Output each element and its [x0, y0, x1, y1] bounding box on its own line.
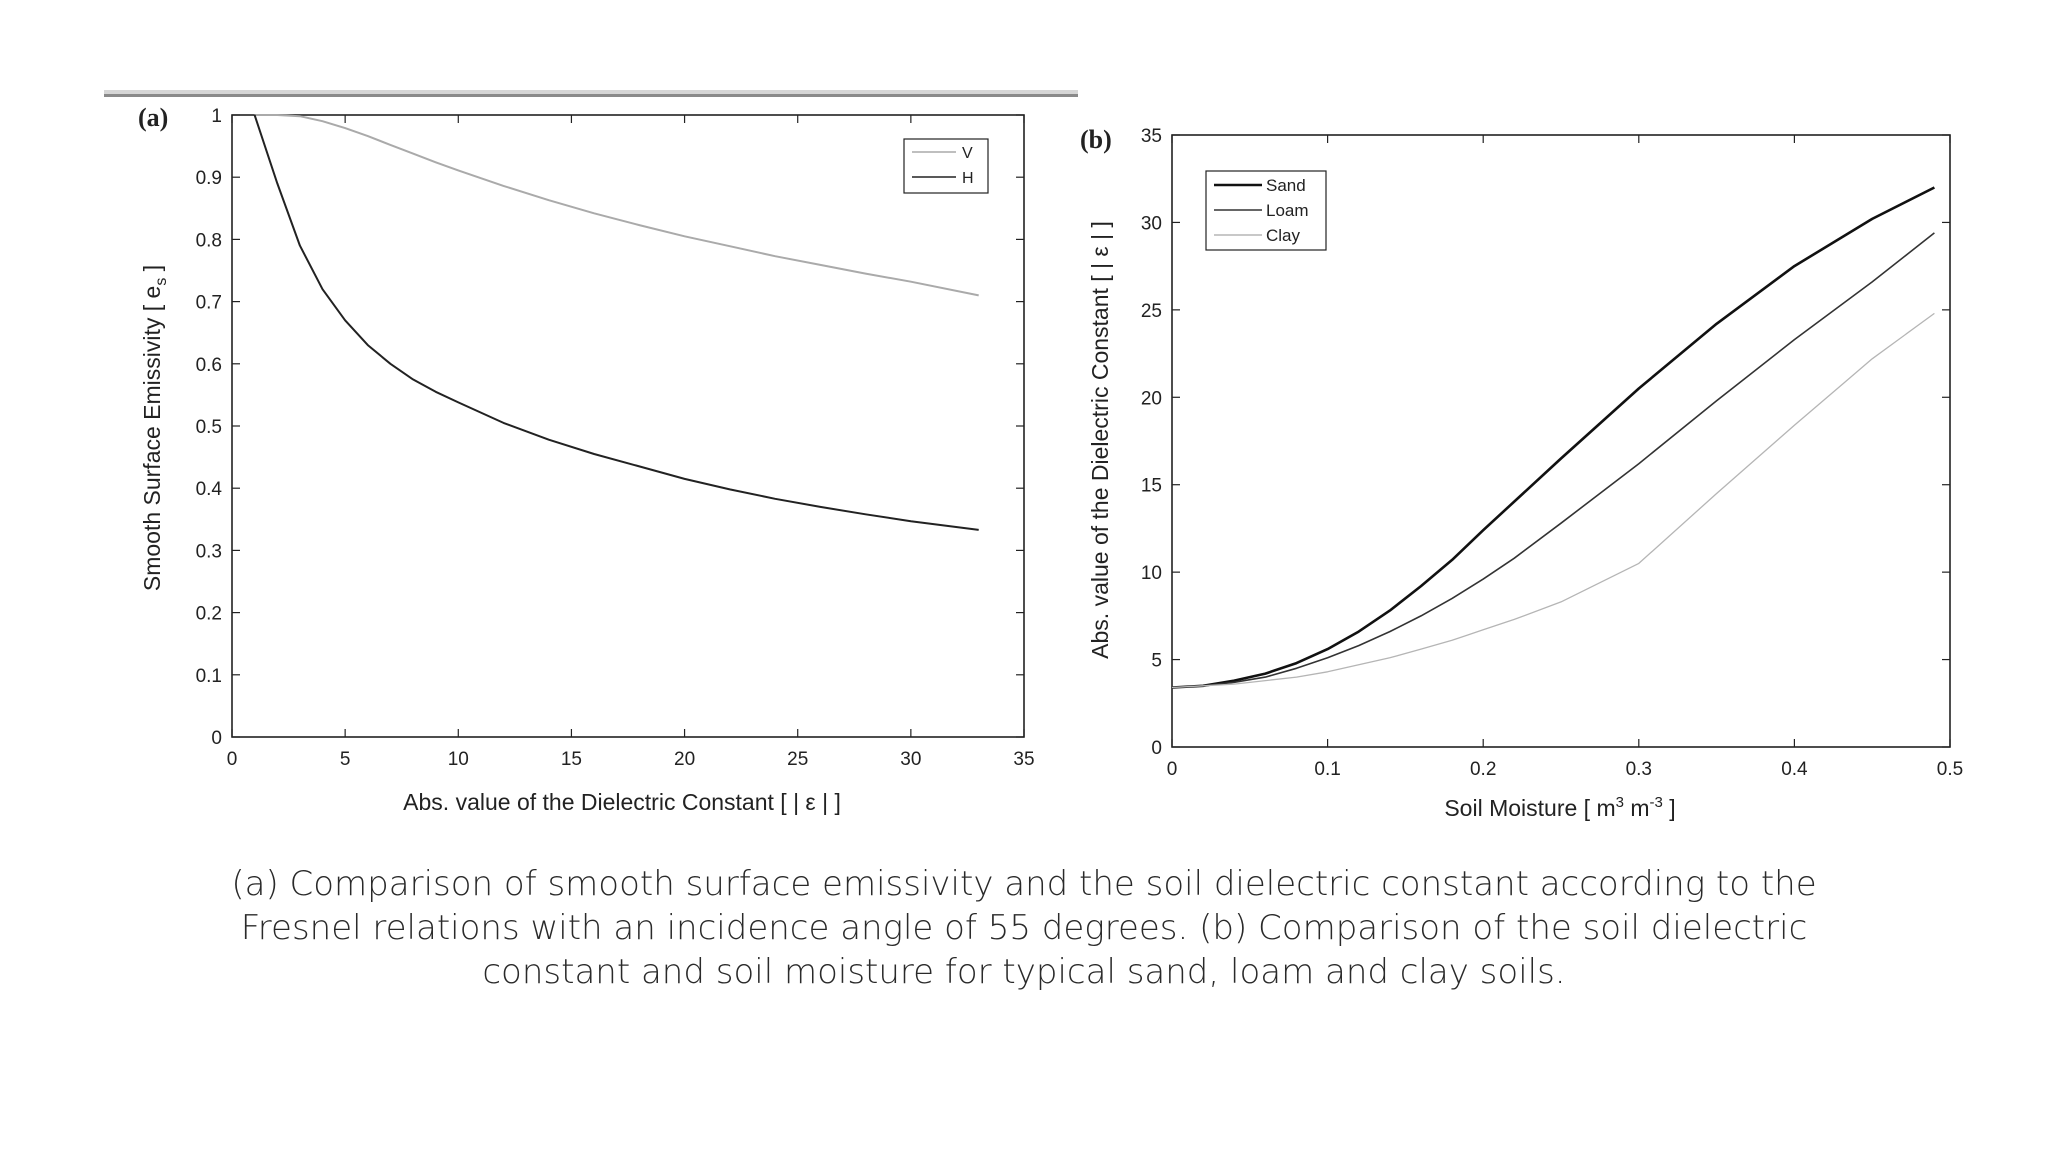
- chart-a-y-ticks: 0 0.1 0.2 0.3 0.4 0.5 0.6 0.7 0.8 0.9 1: [196, 106, 1024, 749]
- chart-a-y-tick-label: 0.3: [196, 541, 222, 562]
- chart-a-legend-label-h: H: [962, 170, 974, 187]
- chart-b-x-axis-label-c: ]: [1663, 795, 1676, 821]
- chart-b-y-tick-label: 30: [1141, 213, 1162, 234]
- chart-b-plot-area: [1171, 134, 1951, 748]
- chart-a-x-tick-label: 20: [674, 749, 695, 770]
- chart-b-y-tick-label: 5: [1151, 651, 1162, 672]
- chart-b-x-tick-label: 0.1: [1314, 759, 1340, 780]
- chart-b-x-tick-label: 0.5: [1937, 759, 1963, 780]
- chart-a-y-axis-label-main: Smooth Surface Emissivity [ e: [139, 286, 165, 592]
- chart-a-legend: V H: [903, 138, 989, 194]
- chart-b-series-loam: [1171, 232, 1935, 689]
- chart-a-y-tick-label: 0.5: [196, 417, 222, 438]
- chart-b-x-axis-label-sup1: 3: [1616, 794, 1624, 811]
- chart-a-y-tick-label: 0.1: [196, 666, 222, 687]
- header-rule: [104, 90, 1078, 94]
- chart-b-y-axis-label: Abs. value of the Dielectric Constant [ …: [1087, 221, 1113, 659]
- chart-a-y-axis-label: Smooth Surface Emissivity [ es ]: [139, 265, 170, 591]
- chart-a-y-tick-label: 0.7: [196, 293, 222, 314]
- chart-a-x-tick-label: 10: [448, 749, 469, 770]
- chart-b-x-tick-label: 0.3: [1626, 759, 1652, 780]
- chart-b-x-ticks: 0 0.1 0.2 0.3 0.4 0.5: [1167, 135, 1963, 780]
- chart-b-y-tick-label: 35: [1141, 126, 1162, 147]
- chart-b-x-tick-label: 0.4: [1781, 759, 1808, 780]
- chart-b-series-sand: [1171, 186, 1935, 689]
- chart-b-x-axis-label-sup2: -3: [1650, 794, 1663, 811]
- chart-b-legend-label-loam: Loam: [1266, 201, 1309, 220]
- chart-b-legend-label-sand: Sand: [1266, 176, 1306, 195]
- chart-b-series: [1171, 186, 1935, 689]
- chart-a-x-tick-label: 0: [227, 749, 238, 770]
- chart-b-y-tick-label: 15: [1141, 476, 1162, 497]
- chart-b-y-tick-label: 25: [1141, 301, 1162, 322]
- chart-b-x-axis-label: Soil Moisture [ m3 m-3 ]: [1444, 794, 1675, 821]
- chart-b-panel-label: (b): [1080, 125, 1112, 154]
- chart-a-y-tick-label: 0.6: [196, 355, 222, 376]
- chart-a-plot-area: [231, 114, 1025, 738]
- chart-a-emissivity: (a) 0 5 10 15 20 25 30 35 0 0.1 0.2 0.3 0.4 0.5 0.6 0.…: [138, 103, 1035, 815]
- chart-b-legend-label-clay: Clay: [1266, 226, 1301, 245]
- header-rule-dark: [104, 94, 1078, 97]
- chart-b-y-tick-label: 20: [1141, 388, 1162, 409]
- chart-a-series-h: [253, 114, 979, 531]
- chart-a-legend-label-v: V: [962, 145, 973, 162]
- chart-b-x-axis-label-b: m: [1624, 795, 1650, 821]
- chart-a-x-tick-label: 30: [900, 749, 921, 770]
- chart-b-x-tick-label: 0: [1167, 759, 1178, 780]
- chart-a-y-axis-label-sub: s: [153, 278, 170, 286]
- chart-b-y-ticks: 0 5 10 15 20 25 30 35: [1141, 126, 1950, 759]
- chart-a-y-tick-label: 1: [211, 106, 222, 127]
- chart-b-y-tick-label: 10: [1141, 563, 1162, 584]
- chart-b-legend: Sand Loam Clay: [1205, 170, 1327, 251]
- figure-caption: (a) Comparison of smooth surface emissiv…: [231, 864, 1817, 992]
- chart-a-x-tick-label: 35: [1013, 749, 1034, 770]
- chart-b-dielectric: (b) 0 0.1 0.2 0.3 0.4 0.5 0 5 10 15 20 25 30 35 Sand…: [1080, 125, 1963, 821]
- chart-b-series-clay: [1171, 312, 1935, 689]
- chart-a-x-tick-label: 5: [340, 749, 351, 770]
- chart-a-y-tick-label: 0.4: [196, 479, 223, 500]
- chart-a-x-tick-label: 15: [561, 749, 582, 770]
- chart-a-y-tick-label: 0.8: [196, 230, 222, 251]
- chart-b-x-tick-label: 0.2: [1470, 759, 1496, 780]
- chart-a-panel-label: (a): [138, 103, 168, 132]
- chart-a-y-axis-label-end: ]: [139, 265, 165, 278]
- chart-a-series-v: [254, 114, 979, 297]
- chart-a-x-ticks: 0 5 10 15 20 25 30 35: [227, 115, 1035, 770]
- chart-a-series: [253, 114, 979, 531]
- chart-a-y-tick-label: 0.9: [196, 168, 222, 189]
- chart-a-x-tick-label: 25: [787, 749, 808, 770]
- chart-a-x-axis-label: Abs. value of the Dielectric Constant [ …: [403, 789, 841, 815]
- chart-a-y-tick-label: 0.2: [196, 604, 222, 625]
- chart-b-y-tick-label: 0: [1151, 738, 1162, 759]
- chart-a-legend-box: [903, 138, 989, 194]
- chart-a-y-tick-label: 0: [211, 728, 222, 749]
- chart-b-x-axis-label-a: Soil Moisture [ m: [1444, 795, 1615, 821]
